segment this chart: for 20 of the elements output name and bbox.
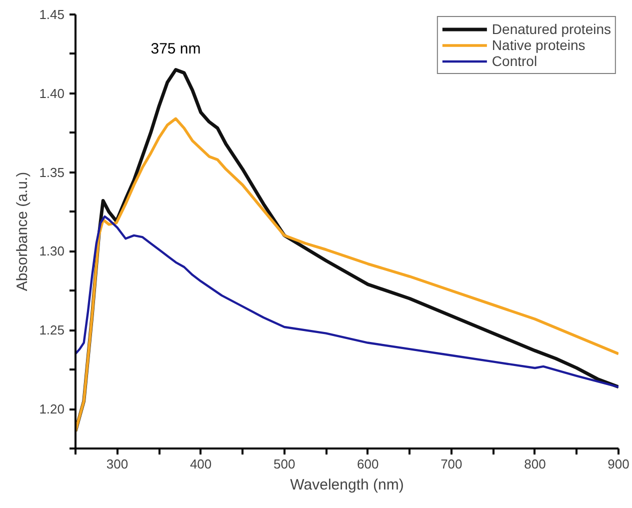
x-tick-label: 900 xyxy=(608,456,630,472)
legend-label: Denatured proteins xyxy=(492,21,611,37)
x-tick-label: 700 xyxy=(440,456,462,472)
line-series xyxy=(76,215,618,388)
x-axis-title: Wavelength (nm) xyxy=(290,476,404,494)
y-tick-label: 1.30 xyxy=(39,244,65,259)
x-tick-label: 300 xyxy=(106,456,128,472)
y-tick-label: 1.40 xyxy=(39,86,65,101)
y-tick-label: 1.45 xyxy=(39,7,65,22)
x-tick-label: 800 xyxy=(524,456,546,472)
annotation: 375 nm xyxy=(150,40,201,58)
legend-label: Control xyxy=(492,53,538,69)
x-tick-label: 400 xyxy=(190,456,212,472)
x-tick-label: 600 xyxy=(357,456,379,472)
y-tick-label: 1.20 xyxy=(39,402,65,417)
legend-label: Native proteins xyxy=(492,37,586,53)
y-tick-label: 1.25 xyxy=(39,322,65,338)
x-tick-label: 500 xyxy=(274,456,296,472)
y-axis-title: Absorbance (a.u.) xyxy=(14,172,32,292)
y-tick-label: 1.35 xyxy=(39,164,65,180)
